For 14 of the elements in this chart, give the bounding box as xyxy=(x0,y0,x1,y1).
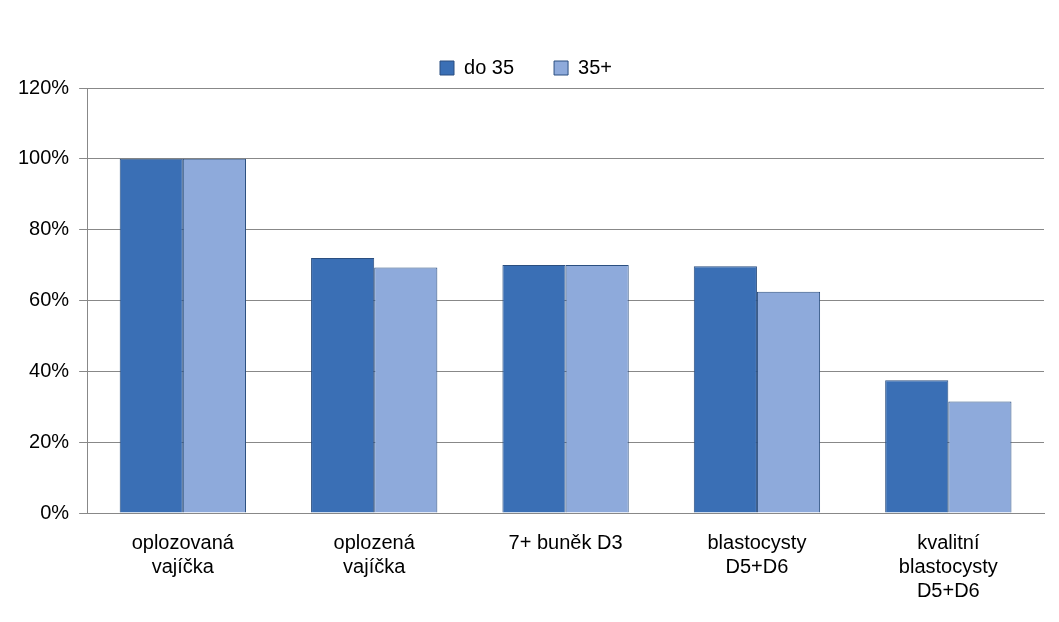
y-tick-label: 100% xyxy=(18,146,70,169)
y-tick-label: 0% xyxy=(40,500,70,523)
x-tick-label: blastocysty D5+D6 xyxy=(707,530,807,577)
legend-label: 35+ xyxy=(578,55,612,78)
y-tick-label: 20% xyxy=(29,429,70,452)
x-tick-label: 7+ buněk D3 xyxy=(508,530,623,553)
y-tick-label: 80% xyxy=(29,217,70,240)
y-tick-label: 120% xyxy=(18,75,70,98)
legend-label: do 35 xyxy=(464,55,515,78)
x-tick-label: oplozená vajíčka xyxy=(333,530,416,577)
y-tick-label: 40% xyxy=(29,358,70,381)
y-tick-label: 60% xyxy=(29,288,70,311)
x-tick-label: oplozovaná vajíčka xyxy=(131,530,235,577)
x-tick-label: kvalitní blastocysty D5+D6 xyxy=(898,530,998,601)
